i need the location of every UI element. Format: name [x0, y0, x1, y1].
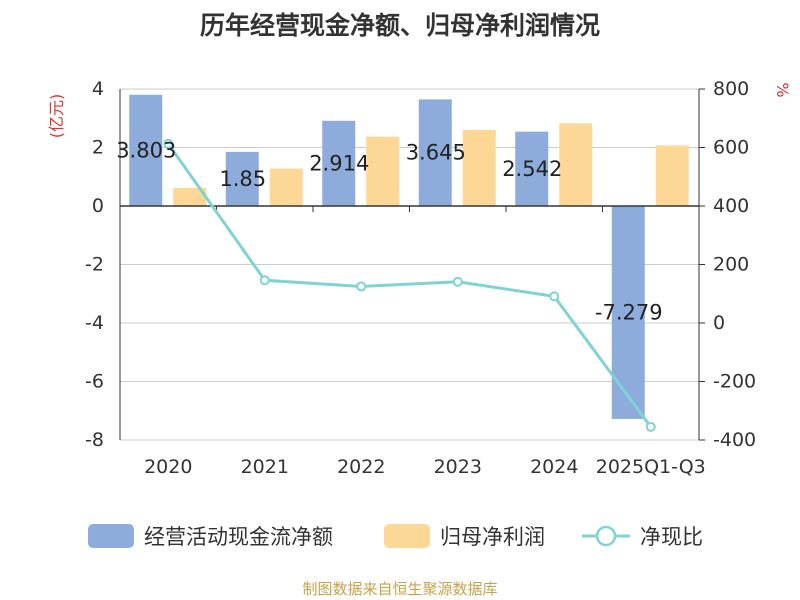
cashflow-bar [515, 131, 549, 206]
y-right-tick-label: 600 [713, 137, 749, 159]
y-right-tick-label: 800 [713, 78, 749, 100]
profit-bar [655, 145, 689, 206]
legend-label-ratio: 净现比 [640, 525, 703, 549]
bars [129, 94, 689, 419]
cashflow-bar [129, 94, 163, 206]
cashflow-data-label: 2.542 [502, 157, 562, 181]
profit-bar [269, 168, 303, 206]
ratio-point [645, 421, 656, 432]
legend-swatch-ratio-marker [595, 525, 617, 547]
legend-swatch-cashflow [88, 524, 134, 548]
cashflow-bar [418, 99, 452, 206]
ratio-point [549, 291, 560, 302]
y-left-tick-label: -6 [85, 371, 104, 393]
cashflow-data-label: -7.279 [595, 300, 663, 324]
chart-title: 历年经营现金净额、归母净利润情况 [199, 11, 600, 40]
x-tick-label: 2024 [530, 456, 578, 478]
cashflow-bar [322, 120, 356, 206]
source-note: 制图数据来自恒生聚源数据库 [302, 580, 498, 598]
x-tick-label: 2025Q1-Q3 [596, 456, 706, 478]
profit-bar [173, 187, 207, 206]
legend-label-profit: 归母净利润 [440, 525, 545, 549]
ratio-point [163, 138, 174, 149]
x-tick-label: 2022 [337, 456, 385, 478]
ratio-point [356, 281, 367, 292]
y-right-tick-label: 0 [713, 312, 725, 334]
legend-label-cashflow: 经营活动现金流净额 [144, 525, 333, 549]
y-left-axis-title: (亿元) [47, 94, 66, 139]
ratio-line-path [167, 142, 652, 428]
legend-swatch-profit [384, 524, 430, 548]
profit-bar [366, 136, 400, 206]
ratio-line [163, 138, 656, 432]
y-left-tick-label: -2 [85, 254, 104, 276]
y-right-tick-label: 400 [713, 195, 749, 217]
x-tick-label: 2023 [434, 456, 482, 478]
y-right-axis-title: % [773, 82, 792, 97]
y-left-tick-label: -4 [85, 312, 104, 334]
ratio-point [452, 276, 463, 287]
y-right-tick-label: -200 [713, 371, 756, 393]
y-left-tick-label: -8 [85, 429, 104, 451]
x-tick-label: 2021 [241, 456, 289, 478]
ratio-point [259, 275, 270, 286]
y-left-tick-label: 0 [92, 195, 104, 217]
y-right-tick-label: 200 [713, 254, 749, 276]
cashflow-data-label: 1.85 [219, 167, 266, 191]
axes: 4 2 0 -2 -4 -6 -8 800 600 400 200 0 -200 -400 2020 2021… [47, 78, 792, 478]
cashflow-data-label: 3.803 [116, 138, 176, 162]
data-labels: 3.803 1.85 2.914 3.645 2.542 -7.279 [116, 138, 662, 324]
cashflow-data-label: 3.645 [406, 141, 466, 165]
y-right-tick-label: -400 [713, 429, 756, 451]
profit-bar [559, 123, 593, 206]
y-left-tick-label: 4 [92, 78, 104, 100]
legend: 经营活动现金流净额 归母净利润 净现比 [88, 524, 703, 549]
cashflow-bar [225, 151, 259, 206]
profit-bar [462, 129, 496, 206]
y-left-tick-label: 2 [92, 137, 104, 159]
x-tick-label: 2020 [144, 456, 192, 478]
cashflow-data-label: 2.914 [309, 151, 369, 175]
